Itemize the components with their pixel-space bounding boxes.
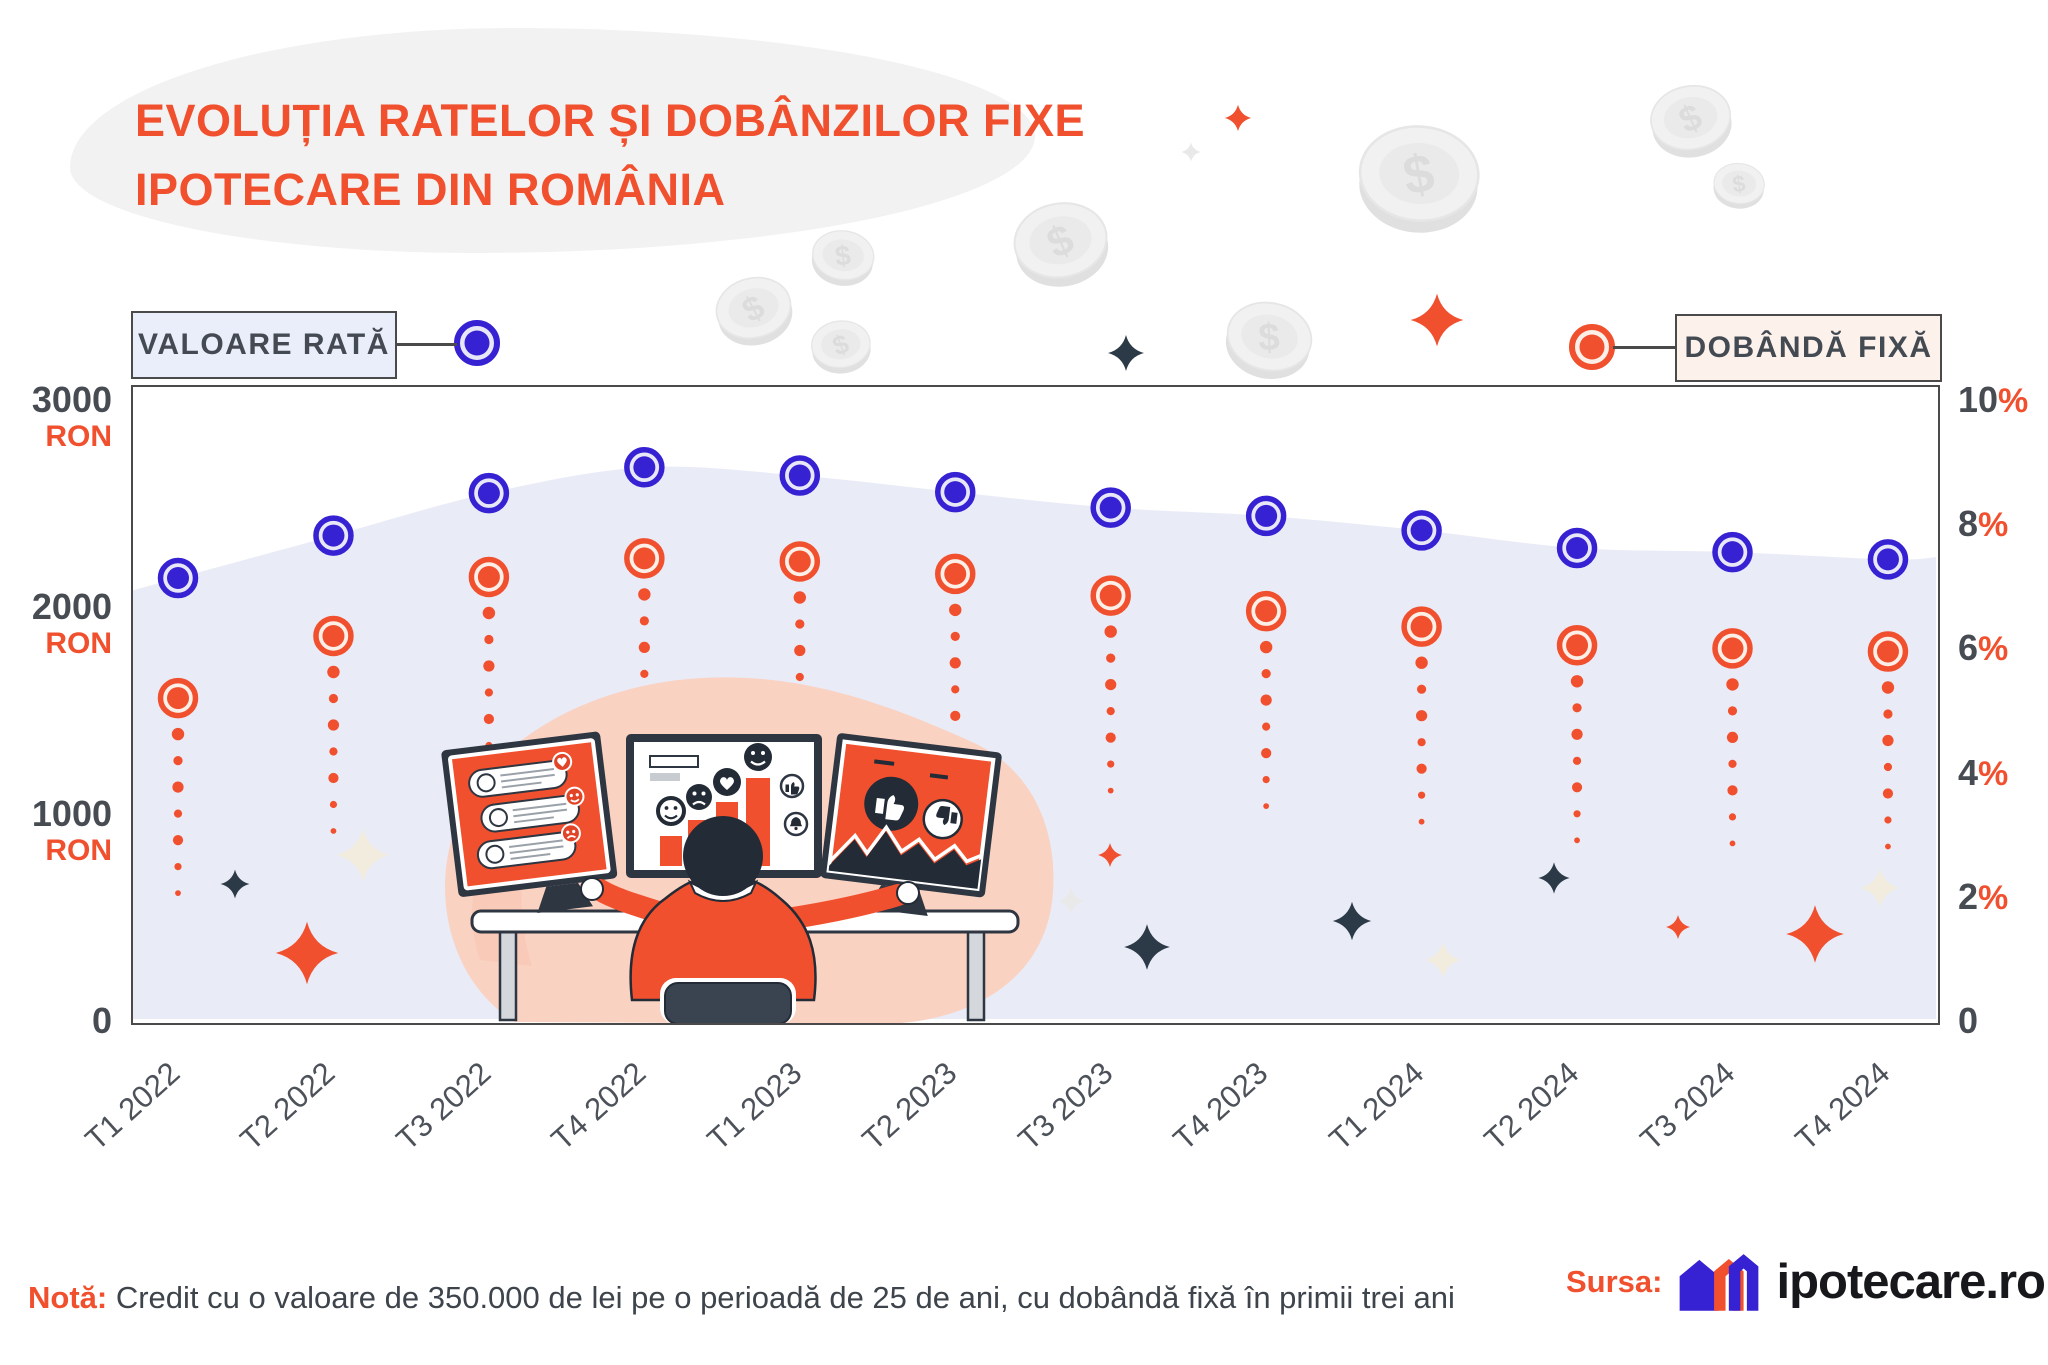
hands xyxy=(580,877,920,905)
emoji-happy-icon xyxy=(656,796,686,826)
legend-dobanda-fixa-label: DOBÂNDĂ FIXĂ xyxy=(1684,331,1933,364)
y-tick-right: 6% xyxy=(1958,627,2009,669)
page-title-line2: IPOTECARE DIN ROMÂNIA xyxy=(135,164,726,215)
bell-icon xyxy=(783,811,809,837)
x-tick-label: T4 2024 xyxy=(1788,1055,1897,1158)
x-tick-label: T1 2022 xyxy=(78,1055,187,1158)
y-tick-left: 3000 RON xyxy=(31,379,112,453)
y-tick-right: 10% xyxy=(1958,379,2029,420)
plot-frame xyxy=(131,385,1940,1025)
comment-card xyxy=(468,751,573,798)
thumb-down-badge xyxy=(922,798,963,840)
y-tick-right: 0 xyxy=(1958,1000,1979,1041)
x-tick-label: T3 2023 xyxy=(1011,1055,1120,1158)
page-title-line1: EVOLUȚIA RATELOR ȘI DOBÂNZILOR FIXE xyxy=(135,95,1085,146)
footnote-prefix: Notă: xyxy=(28,1280,108,1315)
x-tick-label: T2 2024 xyxy=(1477,1055,1586,1158)
legend-right-connector xyxy=(1613,346,1675,349)
legend-valoare-rata: VALOARE RATĂ xyxy=(131,311,397,379)
title-background-blob xyxy=(70,28,1035,253)
x-tick-label: T4 2023 xyxy=(1166,1055,1275,1158)
comment-card xyxy=(476,823,581,870)
right-monitor xyxy=(820,733,1002,917)
x-tick-label: T3 2024 xyxy=(1632,1055,1741,1158)
y-tick-right: 8% xyxy=(1958,503,2009,545)
legend-dobanda-fixa: DOBÂNDĂ FIXĂ xyxy=(1675,314,1942,382)
emoji-happy-icon xyxy=(744,743,772,771)
thumb-up-icon xyxy=(779,773,805,799)
footnote-text: Credit cu o valoare de 350.000 de lei pe… xyxy=(107,1280,1455,1315)
x-tick-label: T2 2023 xyxy=(855,1055,964,1158)
x-tick-label: T4 2022 xyxy=(544,1055,653,1158)
x-tick-label: T1 2023 xyxy=(700,1055,809,1158)
x-tick-label: T3 2022 xyxy=(389,1055,498,1158)
y-tick-left: 1000 RON xyxy=(31,793,112,867)
y-tick-left: 2000 RON xyxy=(31,586,112,660)
legend-valoare-rata-label: VALOARE RATĂ xyxy=(138,328,390,361)
x-tick-label: T1 2024 xyxy=(1322,1055,1431,1158)
chair xyxy=(660,978,796,1025)
y-axis-left: 3000 RON 2000 RON 1000 RON 0 xyxy=(0,0,112,1365)
page-title: EVOLUȚIA RATELOR ȘI DOBÂNZILOR FIXE IPOT… xyxy=(135,86,1085,224)
y-tick-right: 4% xyxy=(1958,751,2009,793)
source-label: Sursa: xyxy=(1566,1264,1663,1299)
illustration-analyst-at-desk xyxy=(441,677,1054,1025)
comment-card xyxy=(480,786,585,833)
heart-icon xyxy=(713,768,741,796)
emoji-sad-icon xyxy=(686,784,712,810)
left-monitor xyxy=(441,731,618,914)
thumb-up-badge xyxy=(864,776,919,831)
y-tick-right: 2% xyxy=(1958,875,2009,917)
footnote: Notă: Credit cu o valoare de 350.000 de … xyxy=(28,1280,1455,1316)
source-brand: ipotecare.ro xyxy=(1776,1255,2045,1309)
analyst-figure xyxy=(580,816,920,1025)
x-tick-label: T2 2022 xyxy=(233,1055,342,1158)
legend-left-connector xyxy=(395,343,457,346)
y-tick-left: 0 xyxy=(91,1000,112,1041)
source-attribution: Sursa: ipotecare.ro xyxy=(1566,1240,2046,1324)
ipotecare-logo-icon xyxy=(1680,1254,1759,1311)
